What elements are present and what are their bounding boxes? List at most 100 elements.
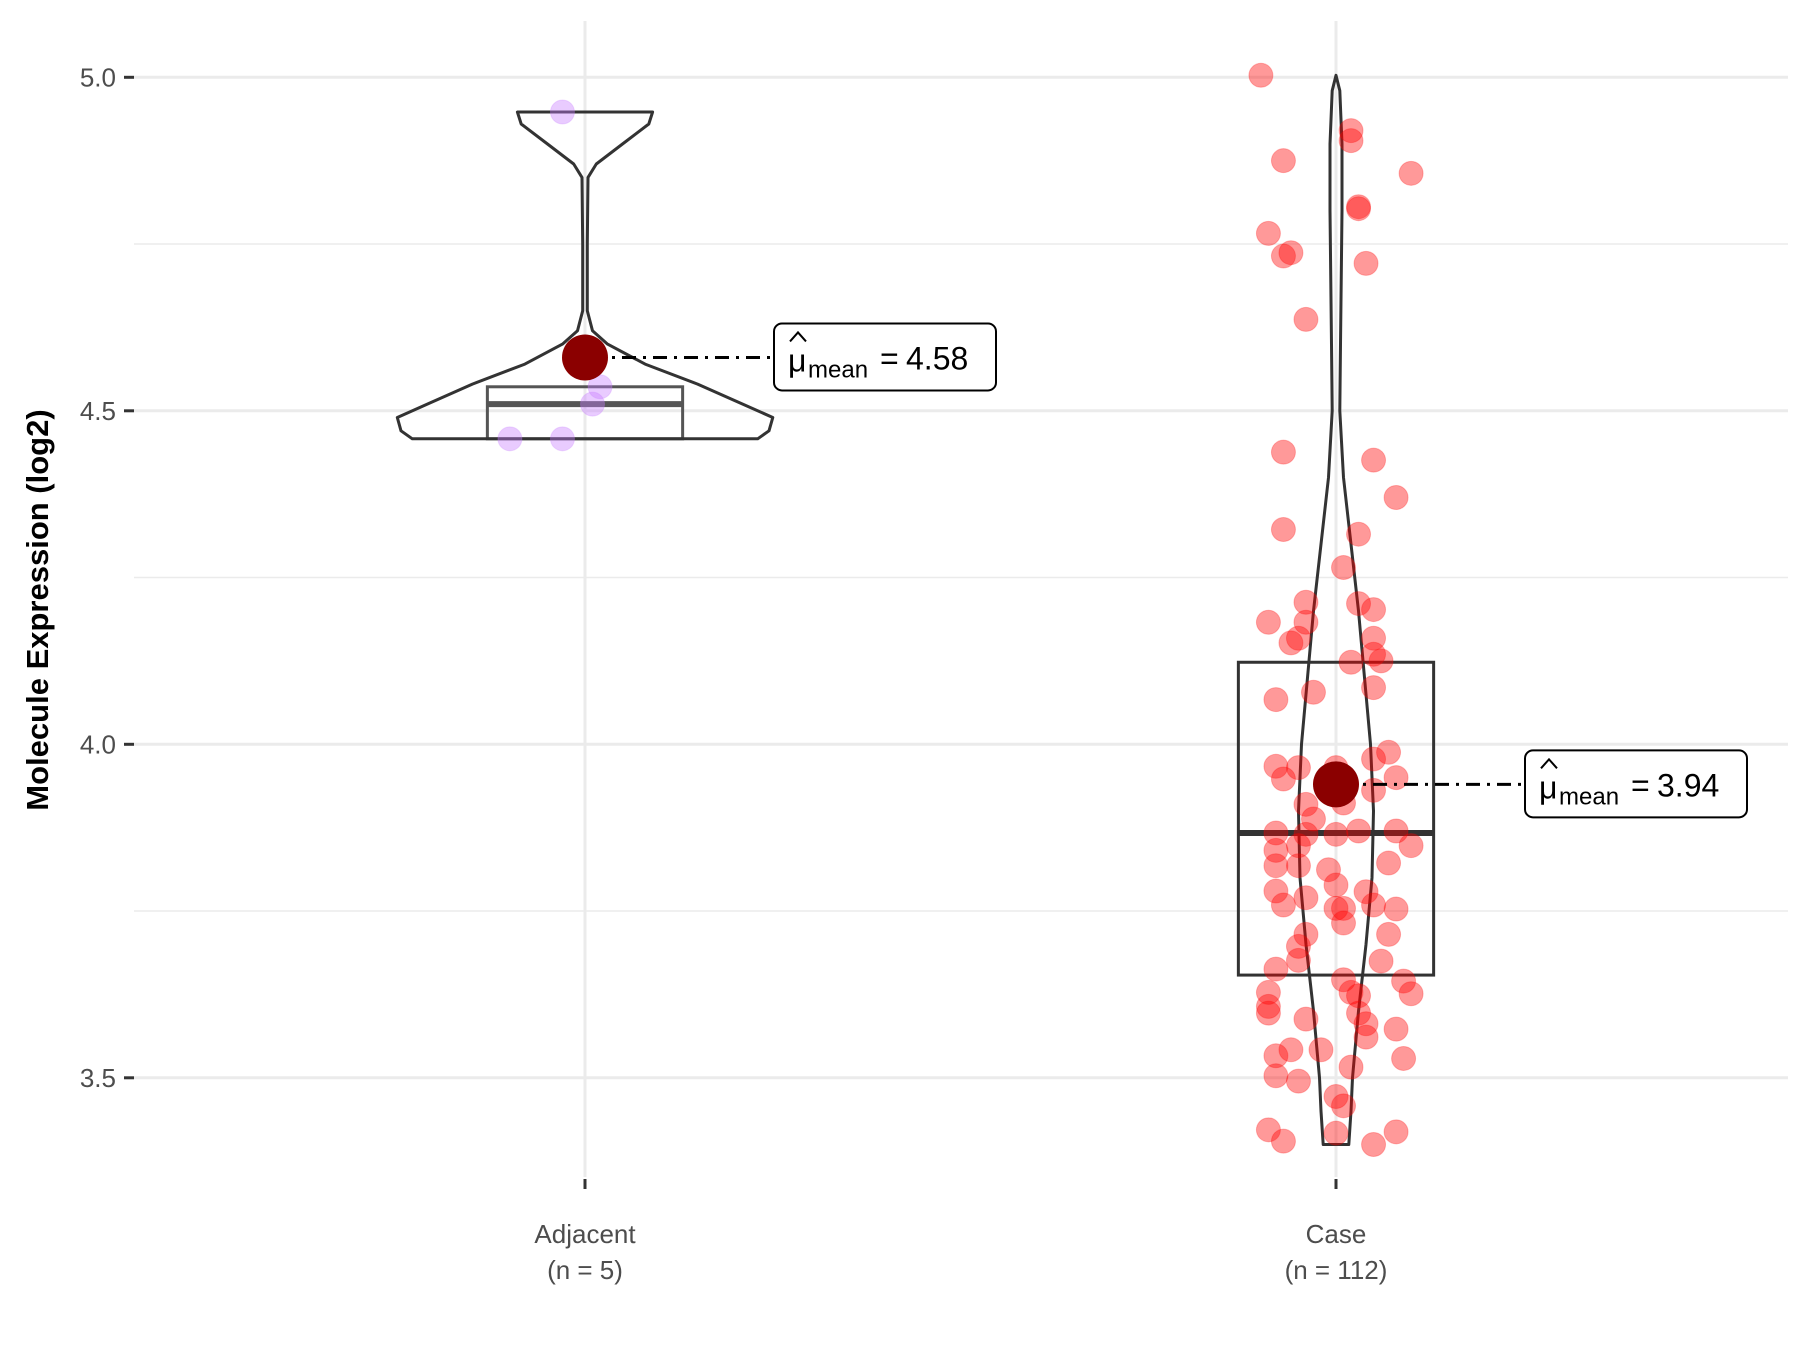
data-point bbox=[1391, 968, 1417, 994]
data-point bbox=[1353, 1011, 1379, 1037]
data-point bbox=[1338, 118, 1364, 144]
data-point bbox=[1263, 820, 1289, 846]
data-point bbox=[580, 391, 606, 417]
data-point bbox=[1383, 485, 1409, 511]
data-point bbox=[1346, 196, 1372, 222]
data-point bbox=[1323, 1120, 1349, 1146]
data-point bbox=[1398, 160, 1424, 186]
hat-icon bbox=[1540, 757, 1558, 769]
data-point bbox=[1263, 956, 1289, 982]
data-point bbox=[1361, 597, 1387, 623]
data-point bbox=[1270, 1128, 1296, 1154]
data-point bbox=[1346, 818, 1372, 844]
y-axis-label: Molecule Expression (log2) bbox=[20, 409, 55, 810]
data-point bbox=[1376, 850, 1402, 876]
data-point bbox=[1315, 857, 1341, 883]
data-point bbox=[1383, 818, 1409, 844]
data-point bbox=[1293, 306, 1319, 332]
data-point bbox=[1278, 630, 1304, 656]
data-point bbox=[1383, 765, 1409, 791]
data-point bbox=[1270, 439, 1296, 465]
data-point bbox=[1270, 766, 1296, 792]
data-point bbox=[1346, 983, 1372, 1009]
data-point bbox=[1383, 1016, 1409, 1042]
data-point bbox=[549, 99, 575, 125]
data-point bbox=[1293, 1006, 1319, 1032]
data-point bbox=[1361, 746, 1387, 772]
data-point bbox=[1391, 1045, 1417, 1071]
data-point bbox=[1285, 625, 1311, 651]
data-point bbox=[1278, 1037, 1304, 1063]
data-point bbox=[1255, 1117, 1281, 1143]
data-point bbox=[1248, 62, 1274, 88]
data-point bbox=[1368, 648, 1394, 674]
data-point bbox=[1331, 1093, 1357, 1119]
data-point bbox=[1263, 687, 1289, 713]
data-point bbox=[1255, 1000, 1281, 1026]
data-point bbox=[1285, 1068, 1311, 1094]
mean-value: 3.94 bbox=[1657, 767, 1719, 803]
data-point bbox=[1353, 250, 1379, 276]
mean-label-box bbox=[1524, 749, 1748, 819]
mean-value: 4.58 bbox=[906, 340, 968, 376]
x-tick-n-label: (n = 112) bbox=[1285, 1255, 1388, 1285]
hat-icon bbox=[789, 330, 807, 343]
data-point bbox=[1331, 967, 1357, 993]
box bbox=[1236, 660, 1436, 977]
data-point bbox=[1361, 641, 1387, 667]
data-point bbox=[1361, 447, 1387, 473]
data-point bbox=[1278, 240, 1304, 266]
x-axis: Adjacent (n = 5) Case (n = 112) bbox=[534, 1179, 1387, 1285]
data-point bbox=[1323, 895, 1349, 921]
mean-equals: = bbox=[880, 340, 899, 376]
data-point bbox=[1331, 555, 1357, 581]
data-point bbox=[1383, 896, 1409, 922]
mean-point bbox=[562, 334, 608, 381]
data-point bbox=[1293, 885, 1319, 911]
data-point bbox=[549, 426, 575, 452]
data-point bbox=[1300, 679, 1326, 705]
mean-label: μ mean = 4.58 bbox=[773, 322, 997, 392]
data-point bbox=[1323, 1083, 1349, 1109]
data-point bbox=[1293, 589, 1319, 615]
mean-label: μ mean = 3.94 bbox=[1524, 749, 1748, 819]
data-point bbox=[1255, 609, 1281, 635]
data-point bbox=[1376, 921, 1402, 947]
data-point bbox=[1263, 837, 1289, 863]
mean-equals: = bbox=[1631, 767, 1650, 803]
data-point bbox=[1263, 753, 1289, 779]
data-point bbox=[1293, 791, 1319, 817]
data-point bbox=[1361, 777, 1387, 803]
plot-layers: μ mean = 4.58μ mean = 3.94 bbox=[395, 62, 1748, 1157]
data-point bbox=[1263, 853, 1289, 879]
data-point bbox=[1361, 675, 1387, 701]
data-point bbox=[1293, 609, 1319, 635]
data-point bbox=[1346, 591, 1372, 617]
data-point bbox=[1263, 1063, 1289, 1089]
data-point bbox=[1293, 921, 1319, 947]
data-point bbox=[1285, 947, 1311, 973]
data-point bbox=[1346, 1000, 1372, 1026]
mean-point bbox=[1313, 761, 1359, 808]
y-axis: 3.5 4.0 4.5 5.0 bbox=[80, 62, 134, 1093]
data-point bbox=[1285, 933, 1311, 959]
mean-subscript: mean bbox=[1559, 783, 1619, 810]
group-case: μ mean = 3.94 bbox=[1236, 62, 1748, 1157]
y-tick-label: 4.0 bbox=[80, 729, 116, 759]
y-tick-label: 4.5 bbox=[80, 396, 116, 426]
mean-symbol: μ bbox=[788, 342, 806, 378]
data-point bbox=[1323, 872, 1349, 898]
data-point bbox=[1361, 625, 1387, 651]
data-point bbox=[1353, 1024, 1379, 1050]
data-point bbox=[1361, 1132, 1387, 1157]
data-point bbox=[1270, 243, 1296, 269]
data-point bbox=[1338, 979, 1364, 1005]
data-point bbox=[1285, 755, 1311, 781]
data-point bbox=[497, 426, 523, 452]
x-tick-n-label: (n = 5) bbox=[547, 1255, 623, 1285]
data-point bbox=[1346, 194, 1372, 220]
violin bbox=[1297, 73, 1375, 1146]
mean-subscript: mean bbox=[808, 356, 868, 383]
group-adjacent: μ mean = 4.58 bbox=[395, 99, 997, 452]
